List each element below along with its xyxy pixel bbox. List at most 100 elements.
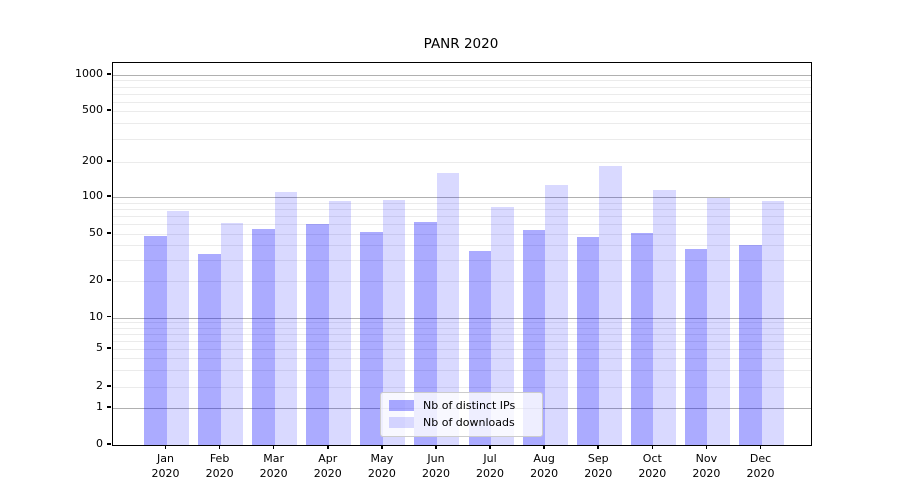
- gridline-minor: [113, 333, 811, 335]
- y-tick-mark: [107, 315, 111, 318]
- legend-item-downloads: Nb of downloads: [387, 414, 536, 431]
- bar-downloads-jun: [436, 173, 460, 445]
- x-tick-mark: [164, 445, 167, 449]
- gridline-minor: [113, 322, 811, 324]
- gridline-minor: [113, 370, 811, 372]
- y-tick-mark: [107, 406, 111, 408]
- x-tick-mark: [327, 445, 329, 449]
- bar-distinct-ips-oct: [630, 232, 654, 445]
- gridline-major: [113, 197, 811, 198]
- bar-distinct-ips-apr: [306, 224, 329, 445]
- y-tick-mark: [107, 195, 111, 197]
- gridline-minor: [113, 224, 811, 226]
- bar-distinct-ips-jun: [414, 221, 437, 445]
- legend-item-distinct-ips: Nb of distinct IPs: [387, 397, 536, 414]
- gridline-minor: [113, 80, 811, 82]
- y-tick-label-10: 10: [89, 309, 103, 323]
- plot-area: Nb of distinct IPs Nb of downloads: [112, 62, 812, 446]
- x-tick-label-aug: Aug 2020: [530, 452, 559, 480]
- gridline-minor: [113, 111, 811, 112]
- y-tick-label-20: 20: [89, 273, 103, 286]
- gridline-minor: [113, 245, 811, 247]
- x-tick-mark: [705, 445, 708, 449]
- y-tick-mark: [107, 347, 111, 349]
- y-tick-label-50: 50: [89, 226, 103, 239]
- gridline-minor: [113, 358, 811, 360]
- gridline-minor: [113, 234, 811, 235]
- y-tick-label-1000: 1000: [75, 67, 103, 80]
- x-tick-label-apr: Apr 2020: [313, 452, 342, 480]
- gridline-major: [113, 317, 811, 319]
- x-tick-mark: [651, 445, 654, 449]
- bar-downloads-dec: [761, 200, 784, 445]
- bar-distinct-ips-dec: [739, 245, 762, 445]
- legend: Nb of distinct IPs Nb of downloads: [380, 392, 543, 437]
- legend-swatch-downloads: [389, 417, 414, 428]
- bar-distinct-ips-jan: [144, 236, 167, 445]
- gridline-minor: [113, 349, 811, 350]
- y-tick-mark: [107, 279, 111, 281]
- bar-distinct-ips-feb: [198, 253, 221, 445]
- gridline-minor: [113, 327, 811, 329]
- gridline-minor: [113, 202, 811, 204]
- y-tick-mark: [107, 232, 111, 234]
- x-tick-mark: [759, 445, 762, 449]
- y-tick-mark: [107, 160, 111, 162]
- y-tick-label-1: 1: [96, 400, 103, 413]
- x-tick-label-nov: Nov 2020: [692, 452, 721, 480]
- bar-distinct-ips-sep: [576, 237, 600, 445]
- y-tick-label-200: 200: [82, 154, 103, 167]
- y-tick-label-0: 0: [96, 437, 103, 450]
- bar-distinct-ips-may: [360, 231, 383, 445]
- x-tick-label-mar: Mar 2020: [259, 452, 288, 480]
- bar-downloads-oct: [653, 189, 676, 445]
- gridline-minor: [113, 260, 811, 262]
- gridline-minor: [113, 387, 811, 388]
- x-tick-label-jun: Jun 2020: [421, 452, 450, 480]
- gridline-minor: [113, 340, 811, 342]
- bar-distinct-ips-aug: [522, 229, 546, 445]
- x-tick-mark: [489, 445, 491, 449]
- bar-downloads-apr: [328, 200, 352, 445]
- x-tick-label-dec: Dec 2020: [746, 452, 775, 480]
- y-tick-label-100: 100: [82, 189, 103, 202]
- x-tick-label-jul: Jul 2020: [476, 452, 505, 480]
- y-tick-mark: [107, 443, 111, 445]
- gridline-minor: [113, 162, 811, 163]
- legend-swatch-distinct-ips: [389, 400, 414, 411]
- y-tick-label-5: 5: [96, 341, 103, 354]
- x-tick-label-feb: Feb 2020: [205, 452, 234, 480]
- x-tick-label-sep: Sep 2020: [584, 452, 613, 480]
- bar-distinct-ips-nov: [684, 249, 708, 445]
- x-tick-mark: [543, 445, 545, 449]
- y-tick-mark: [107, 109, 111, 111]
- gridline-minor: [113, 208, 811, 210]
- gridline-minor: [113, 123, 811, 125]
- x-tick-mark: [597, 445, 599, 449]
- x-tick-mark: [381, 445, 383, 449]
- bar-downloads-sep: [599, 165, 622, 445]
- bar-downloads-feb: [220, 223, 244, 445]
- bar-downloads-may: [382, 199, 406, 445]
- x-tick-mark: [435, 445, 437, 449]
- bar-downloads-mar: [274, 191, 298, 445]
- x-tick-label-may: May 2020: [367, 452, 396, 480]
- bar-downloads-jul: [491, 206, 514, 445]
- y-tick-mark: [107, 73, 111, 75]
- gridline-minor: [113, 216, 811, 218]
- bar-downloads-nov: [707, 197, 730, 445]
- bar-downloads-aug: [545, 184, 568, 445]
- y-tick-mark: [107, 385, 111, 387]
- gridline-minor: [113, 101, 811, 103]
- legend-label-downloads: Nb of downloads: [423, 416, 515, 429]
- gridline-minor: [113, 93, 811, 95]
- bar-downloads-jan: [166, 210, 189, 445]
- x-tick-mark: [218, 445, 221, 449]
- y-tick-label-2: 2: [96, 379, 103, 392]
- x-tick-label-jan: Jan 2020: [151, 452, 180, 480]
- bar-distinct-ips-mar: [252, 228, 275, 445]
- chart-title: PANR 2020: [423, 36, 499, 52]
- gridline-minor: [113, 139, 811, 141]
- x-tick-label-oct: Oct 2020: [638, 452, 667, 480]
